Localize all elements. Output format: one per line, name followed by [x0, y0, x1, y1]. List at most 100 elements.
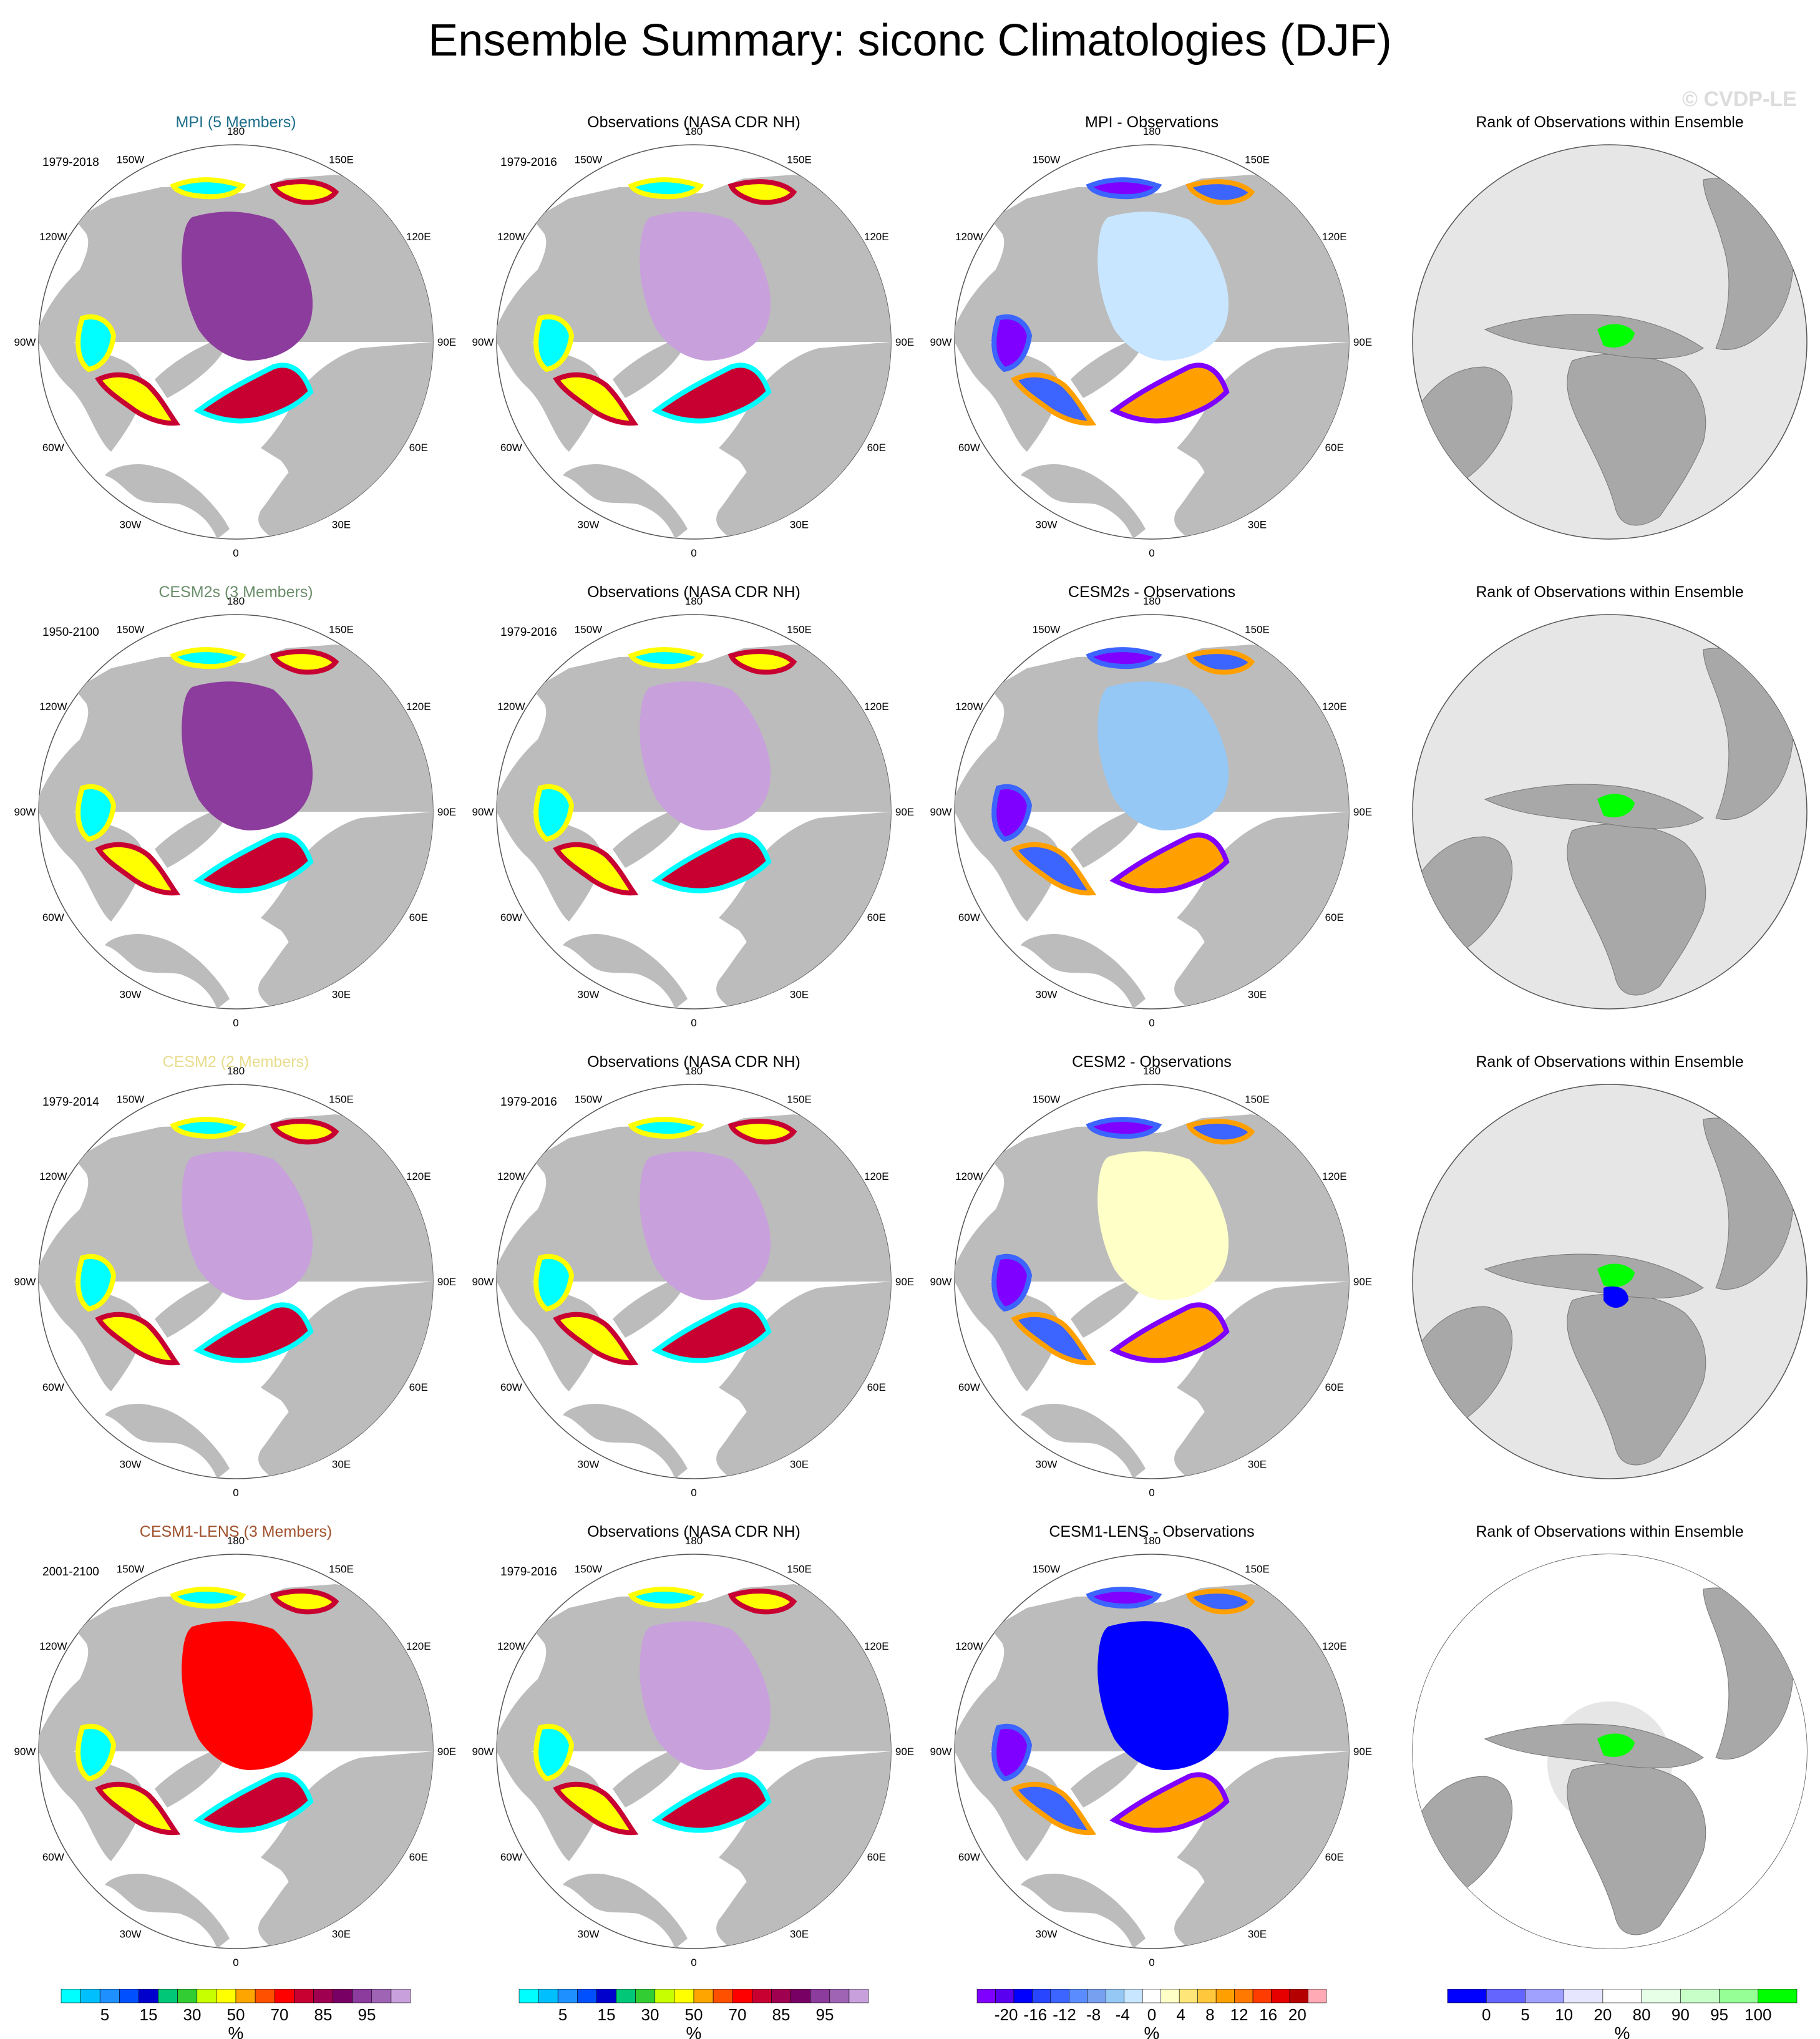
- longitude-label: 60W: [500, 912, 522, 923]
- ice-edge-band: [1185, 1589, 1255, 1615]
- longitude-label: 30E: [332, 989, 351, 1001]
- colorbar-swatch: [1486, 1989, 1526, 2003]
- colorbar-swatch: [1308, 1989, 1327, 2003]
- longitude-label: 90W: [14, 806, 36, 818]
- longitude-label: 60E: [867, 1381, 886, 1393]
- longitude-label: 60E: [409, 1381, 428, 1393]
- longitude-label: 0: [691, 1487, 696, 1499]
- longitude-label: 90W: [930, 1746, 952, 1758]
- longitude-label: 30E: [1248, 1929, 1267, 1940]
- land-shape: [258, 1876, 336, 1949]
- longitude-label: 0: [1149, 1017, 1154, 1029]
- colorbar-tick-label: 8: [1205, 2005, 1214, 2024]
- colorbar-swatch: [655, 1989, 675, 2003]
- ice-edge-band: [75, 784, 117, 842]
- colorbar-tick-label: 20: [1288, 2005, 1307, 2024]
- longitude-label: 30W: [578, 519, 600, 531]
- colorbar: 5 15 30 50 70 85 95%: [518, 1989, 869, 2039]
- colorbar-swatch: [313, 1989, 333, 2003]
- longitude-label: 180: [227, 1065, 245, 1077]
- longitude-label: 90E: [895, 1276, 914, 1288]
- longitude-label: 60W: [42, 1851, 64, 1863]
- longitude-label: 150E: [1245, 1093, 1270, 1105]
- longitude-label: 30E: [790, 519, 809, 531]
- land-shape: [1021, 933, 1146, 1009]
- colorbar-swatch: [1142, 1989, 1162, 2003]
- longitude-label: 120E: [1322, 1640, 1347, 1652]
- model-panel-title: MPI (5 Members): [175, 114, 296, 131]
- colorbar-swatch: [1032, 1989, 1051, 2003]
- longitude-label: 120W: [39, 701, 67, 713]
- longitude-label: 90E: [437, 1276, 456, 1288]
- ice-edge-band: [95, 1781, 181, 1836]
- longitude-label: 180: [685, 125, 703, 137]
- colorbar-swatch: [1179, 1989, 1198, 2003]
- land-shape: [1567, 1763, 1706, 1935]
- longitude-label: 30E: [790, 1459, 809, 1471]
- ice-edge-band: [1109, 832, 1230, 893]
- ice-edge-band: [728, 1589, 797, 1615]
- colorbar-tick-label: 80: [1633, 2005, 1651, 2024]
- ice-core: [640, 1621, 771, 1770]
- ice-edge-band: [1109, 1772, 1230, 1833]
- longitude-label: 90W: [472, 1746, 494, 1758]
- longitude-label: 120E: [406, 1640, 431, 1652]
- obs-map: 180 150E 120E 90E 60E 30E 0 30W 60W 90W 120W 150W: [472, 595, 915, 1029]
- colorbar-swatch: [61, 1989, 81, 2003]
- longitude-label: 120W: [39, 231, 67, 243]
- diff-map: 180 150E 120E 90E 60E 30E 0 30W 60W 90W 120W 150W: [930, 125, 1373, 559]
- model-map: 180 150E 120E 90E 60E 30E 0 30W 60W 90W 120W 150W: [14, 595, 457, 1029]
- longitude-label: 120E: [864, 1640, 889, 1652]
- ice-edge-band: [628, 1117, 704, 1139]
- colorbar-tick-label: 90: [1672, 2005, 1690, 2024]
- colorbar-tick-label: 5: [1521, 2005, 1529, 2024]
- land-shape: [716, 937, 794, 1009]
- longitude-label: 180: [227, 595, 245, 607]
- period-label: 1979-2016: [500, 156, 557, 169]
- longitude-label: 60W: [958, 912, 980, 923]
- colorbar-swatch: [1680, 1989, 1720, 2003]
- longitude-label: 30W: [1036, 519, 1058, 531]
- longitude-label: 60E: [1325, 1381, 1344, 1393]
- longitude-label: 180: [685, 1065, 703, 1077]
- diff-panel-title: MPI - Observations: [1085, 114, 1219, 131]
- ice-edge-band: [1011, 1311, 1097, 1366]
- colorbar-swatch: [693, 1989, 714, 2003]
- diff-panel-title: CESM2 - Observations: [1072, 1053, 1232, 1071]
- ice-edge-band: [628, 1587, 704, 1609]
- longitude-label: 180: [227, 125, 245, 137]
- longitude-label: 60W: [958, 1381, 980, 1393]
- land-shape: [39, 1282, 144, 1391]
- colorbar-unit: %: [228, 2023, 244, 2039]
- colorbar-tick-label: 20: [1594, 2005, 1612, 2024]
- obs-panel-title: Observations (NASA CDR NH): [587, 1523, 801, 1540]
- ice-edge-band: [1109, 1302, 1230, 1363]
- obs-map: 180 150E 120E 90E 60E 30E 0 30W 60W 90W 120W 150W: [472, 125, 915, 559]
- colorbar-swatch: [1525, 1989, 1564, 2003]
- period-label: 1979-2016: [500, 1565, 557, 1579]
- land-shape: [497, 342, 602, 452]
- longitude-label: 90E: [437, 806, 456, 818]
- colorbar-swatch: [1252, 1989, 1272, 2003]
- longitude-label: 30W: [120, 519, 142, 531]
- ice-core: [1097, 1621, 1229, 1770]
- ice-edge-band: [533, 1724, 575, 1782]
- land-shape: [955, 1751, 1060, 1861]
- longitude-label: 30E: [790, 989, 809, 1001]
- longitude-label: 120E: [406, 231, 431, 243]
- colorbar-tick-label: 70: [271, 2005, 289, 2024]
- model-map: 180 150E 120E 90E 60E 30E 0 30W 60W 90W 120W 150W: [14, 1065, 457, 1499]
- longitude-label: 90W: [472, 336, 494, 348]
- land-shape: [1484, 1723, 1704, 1769]
- longitude-label: 30W: [1036, 1459, 1058, 1471]
- longitude-label: 180: [1143, 125, 1161, 137]
- colorbar-swatch: [1234, 1989, 1253, 2003]
- period-label: 1979-2016: [500, 626, 557, 639]
- colorbar-tick-label: 12: [1230, 2005, 1248, 2024]
- colorbar-tick-label: 85: [314, 2005, 333, 2024]
- colorbar-tick-label: -20: [995, 2005, 1018, 2024]
- ice-edge-band: [170, 1117, 246, 1139]
- colorbar-swatch: [294, 1989, 314, 2003]
- longitude-label: 90W: [472, 1276, 494, 1288]
- rank-high-patch: [1597, 1733, 1635, 1758]
